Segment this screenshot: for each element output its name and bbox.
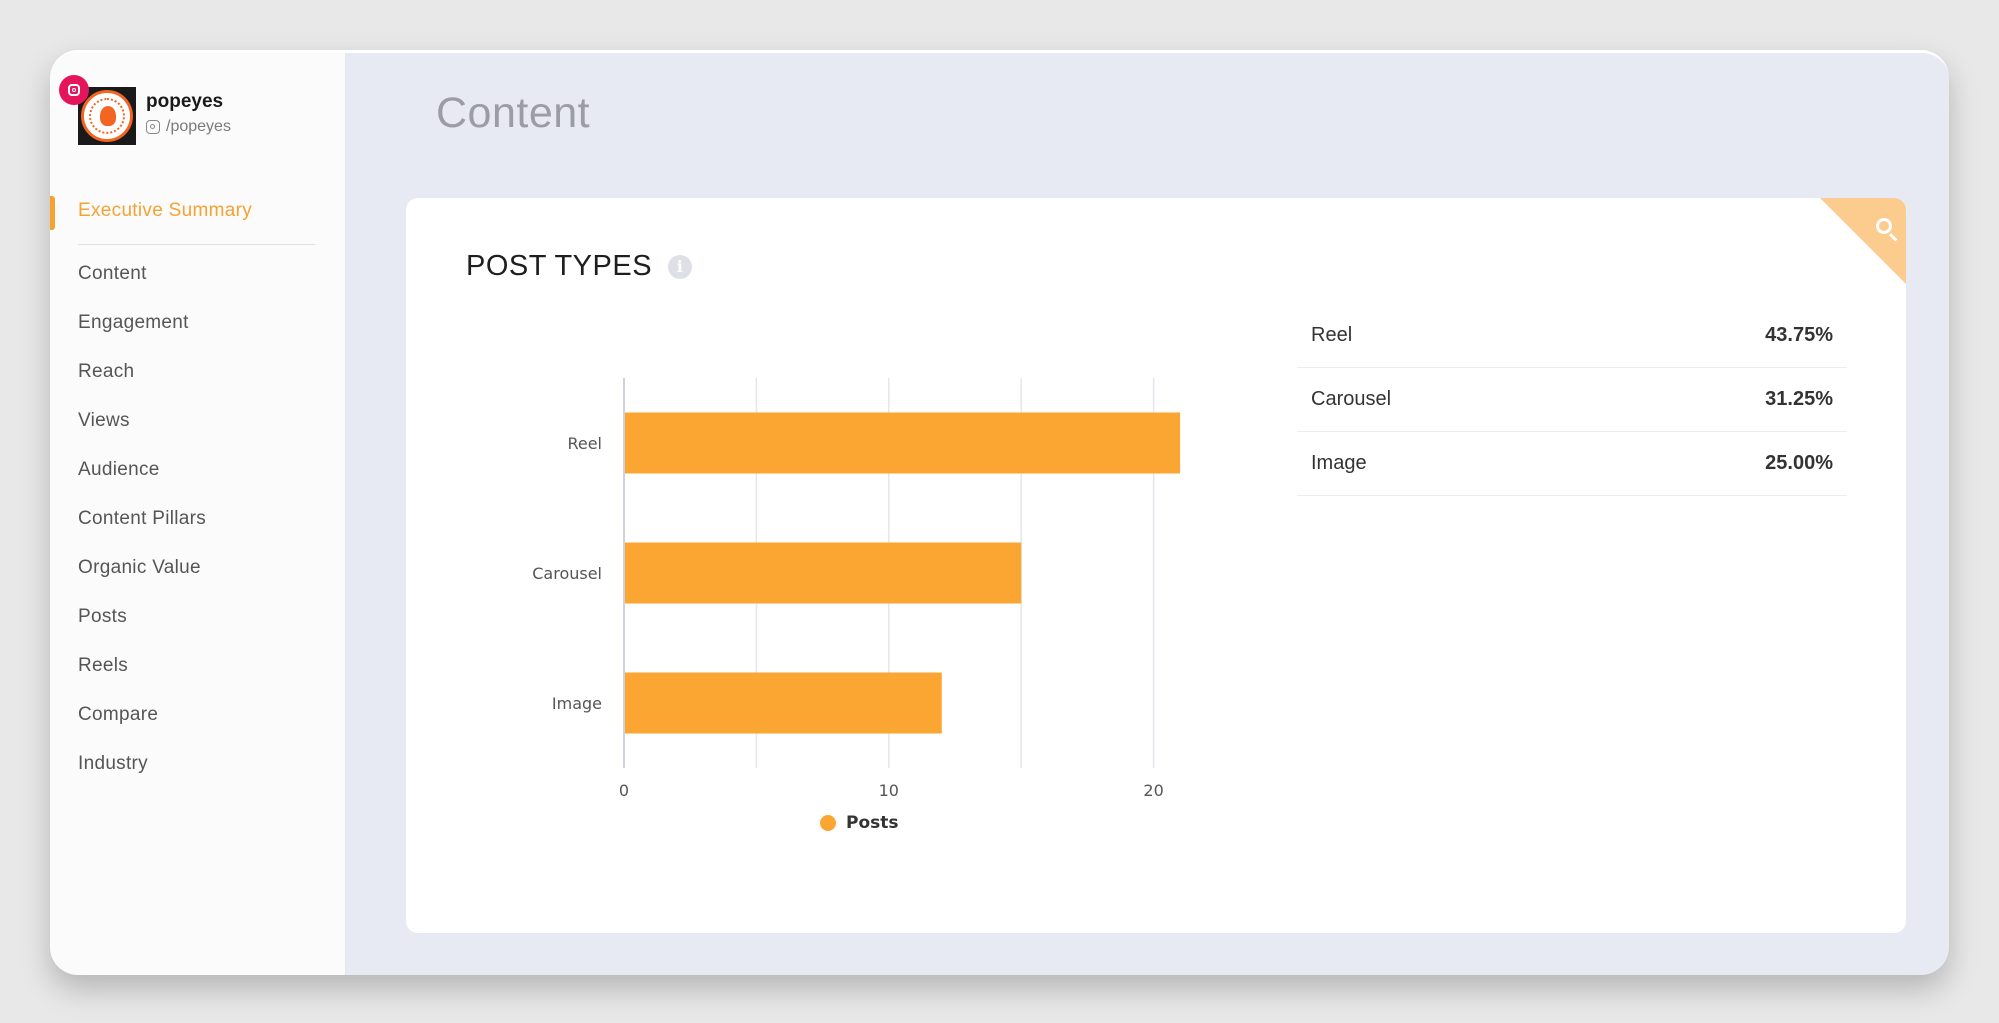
post-types-bar-chart: 0 10 20 Reel Carousel Image [532, 378, 1181, 798]
sidebar-item-industry[interactable]: Industry [78, 753, 148, 774]
page-title: Content [436, 89, 591, 137]
profile-name: popeyes [146, 91, 224, 112]
sidebar-item-reels[interactable]: Reels [78, 655, 129, 676]
table-row: Carousel 31.25% [1297, 368, 1847, 432]
stat-value: 43.75% [1765, 324, 1833, 346]
profile-header: popeyes /popeyes [59, 75, 338, 153]
sidebar-item-compare[interactable]: Compare [78, 704, 159, 725]
instagram-icon [59, 75, 89, 105]
x-tick-label: 20 [1143, 781, 1163, 798]
sidebar-nav: Executive Summary Content Engagement Rea… [50, 183, 345, 788]
table-row: Reel 43.75% [1297, 304, 1847, 368]
sidebar-item-content[interactable]: Content [78, 263, 147, 284]
info-icon[interactable]: i [668, 254, 693, 279]
y-category-label: Reel [567, 434, 602, 453]
post-types-card: POST TYPES i 0 10 20 Reel Carousel Image Post… [406, 198, 1906, 933]
post-types-table: Reel 43.75% Carousel 31.25% Image 25.00% [1297, 304, 1847, 496]
search-corner-button[interactable] [1820, 198, 1906, 284]
sidebar: popeyes /popeyes Executive Summary Conte… [50, 53, 346, 975]
stat-label: Reel [1311, 324, 1353, 346]
app-window: popeyes /popeyes Executive Summary Conte… [50, 50, 1949, 975]
stat-label: Image [1311, 452, 1367, 474]
logo-emblem [81, 90, 133, 142]
sidebar-item-views[interactable]: Views [78, 410, 130, 431]
x-tick-label: 0 [619, 781, 629, 798]
sidebar-item-audience[interactable]: Audience [78, 459, 160, 480]
instagram-small-icon [146, 120, 160, 134]
card-title: POST TYPES [466, 250, 653, 282]
bar-reel[interactable] [625, 412, 1181, 474]
chart-legend[interactable]: Posts [820, 813, 899, 833]
x-tick-label: 10 [879, 781, 899, 798]
stat-value: 31.25% [1765, 388, 1833, 410]
y-category-label: Carousel [532, 564, 602, 583]
stat-label: Carousel [1311, 388, 1392, 410]
sidebar-item-executive-summary[interactable]: Executive Summary [50, 183, 345, 245]
table-row: Image 25.00% [1297, 432, 1847, 496]
sidebar-item-engagement[interactable]: Engagement [78, 312, 189, 333]
search-icon[interactable] [1876, 218, 1892, 234]
profile-handle: /popeyes [166, 118, 231, 135]
stat-value: 25.00% [1765, 452, 1833, 474]
card-title-row: POST TYPES i [466, 250, 693, 283]
legend-marker-posts[interactable] [820, 815, 836, 831]
sidebar-item-posts[interactable]: Posts [78, 606, 128, 627]
bar-image[interactable] [625, 672, 942, 734]
sidebar-item-content-pillars[interactable]: Content Pillars [78, 508, 207, 529]
y-category-label: Image [552, 694, 602, 713]
profile-handle-row: /popeyes [146, 118, 231, 136]
brand-logo [59, 75, 136, 145]
legend-label-posts: Posts [846, 813, 899, 833]
bar-carousel[interactable] [625, 542, 1022, 604]
sidebar-item-reach[interactable]: Reach [78, 361, 135, 382]
sidebar-item-organic-value[interactable]: Organic Value [78, 557, 201, 578]
